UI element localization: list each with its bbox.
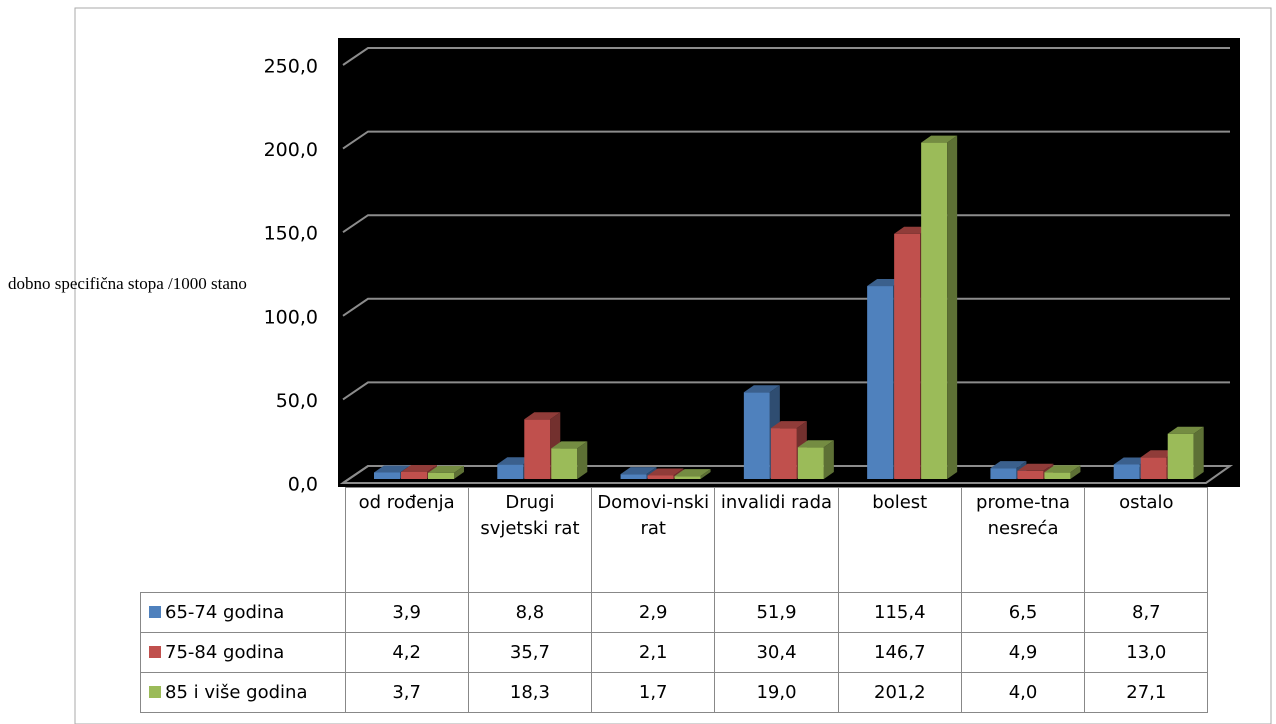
legend-swatch <box>149 686 161 698</box>
floor <box>339 465 1234 484</box>
category-label: ostalo <box>1084 487 1209 593</box>
value-cell: 13,0 <box>1084 632 1209 673</box>
category-label: invalidi rada <box>714 487 839 593</box>
category-label: od rođenja <box>344 487 469 593</box>
value-cell: 1,7 <box>591 672 716 713</box>
value-cell: 2,9 <box>591 592 716 633</box>
value-cell: 19,0 <box>714 672 839 713</box>
plot-background <box>338 38 1240 487</box>
bar <box>797 440 834 479</box>
bar <box>770 421 807 479</box>
grid-line <box>342 130 1230 150</box>
value-cell: 30,4 <box>714 632 839 673</box>
series-row: 65-74 godina 3,9 8,8 2,9 51,9 115,4 6,5 8,7 <box>140 592 1209 633</box>
legend-label: 65-74 godina <box>165 602 285 623</box>
value-cell: 27,1 <box>1084 672 1209 713</box>
value-cell: 6,5 <box>960 592 1086 633</box>
bar <box>1044 465 1081 479</box>
value-cell: 8,8 <box>467 592 593 633</box>
value-cell: 4,2 <box>344 632 469 673</box>
value-cell: 8,7 <box>1084 592 1209 633</box>
value-cell: 115,4 <box>837 592 962 633</box>
category-label: Domovi-nski rat <box>591 487 716 593</box>
y-tick-label: 200,0 <box>264 139 318 161</box>
bar <box>921 135 958 479</box>
value-cell: 3,9 <box>344 592 469 633</box>
bar <box>674 469 711 479</box>
bar <box>551 441 588 479</box>
value-cell: 3,7 <box>344 672 469 713</box>
series-row: 75-84 godina 4,2 35,7 2,1 30,4 146,7 4,9 13,0 <box>140 632 1209 673</box>
value-cell: 2,1 <box>591 632 716 673</box>
legend-swatch <box>149 606 161 618</box>
value-cell: 201,2 <box>837 672 962 713</box>
header-row: od rođenja Drugi svjetski rat Domovi-nski … <box>141 487 1209 593</box>
value-cell: 146,7 <box>837 632 962 673</box>
plot <box>338 38 1240 487</box>
data-table: od rođenja Drugi svjetski rat Domovi-nski … <box>140 487 1209 713</box>
y-tick-label: 250,0 <box>264 56 318 78</box>
value-cell: 35,7 <box>467 632 593 673</box>
legend-label: 75-84 godina <box>165 642 285 663</box>
y-axis-label: dobno specifična stopa /1000 stano <box>8 274 247 293</box>
category-label: Drugi svjetski rat <box>467 487 593 593</box>
value-cell: 4,0 <box>960 672 1086 713</box>
legend-swatch <box>149 646 161 658</box>
legend-entry: 65-74 godina <box>140 592 346 633</box>
category-label: prome-tna nesreća <box>960 487 1086 593</box>
value-cell: 51,9 <box>714 592 839 633</box>
legend-entry: 85 i više godina <box>140 672 346 713</box>
y-tick-label: 50,0 <box>276 390 318 412</box>
y-tick-label: 0,0 <box>288 474 318 496</box>
category-label: bolest <box>837 487 962 593</box>
y-tick-label: 100,0 <box>264 306 318 328</box>
value-cell: 4,9 <box>960 632 1086 673</box>
bar <box>1167 426 1204 479</box>
series-row: 85 i više godina 3,7 18,3 1,7 19,0 201,2 4,0 27… <box>140 672 1209 713</box>
y-tick-label: 150,0 <box>264 223 318 245</box>
legend-entry: 75-84 godina <box>140 632 346 673</box>
legend-label: 85 i više godina <box>165 682 308 703</box>
grid-line <box>342 47 1230 66</box>
bar <box>428 465 464 479</box>
frame <box>74 7 1272 724</box>
value-cell: 18,3 <box>467 672 593 713</box>
